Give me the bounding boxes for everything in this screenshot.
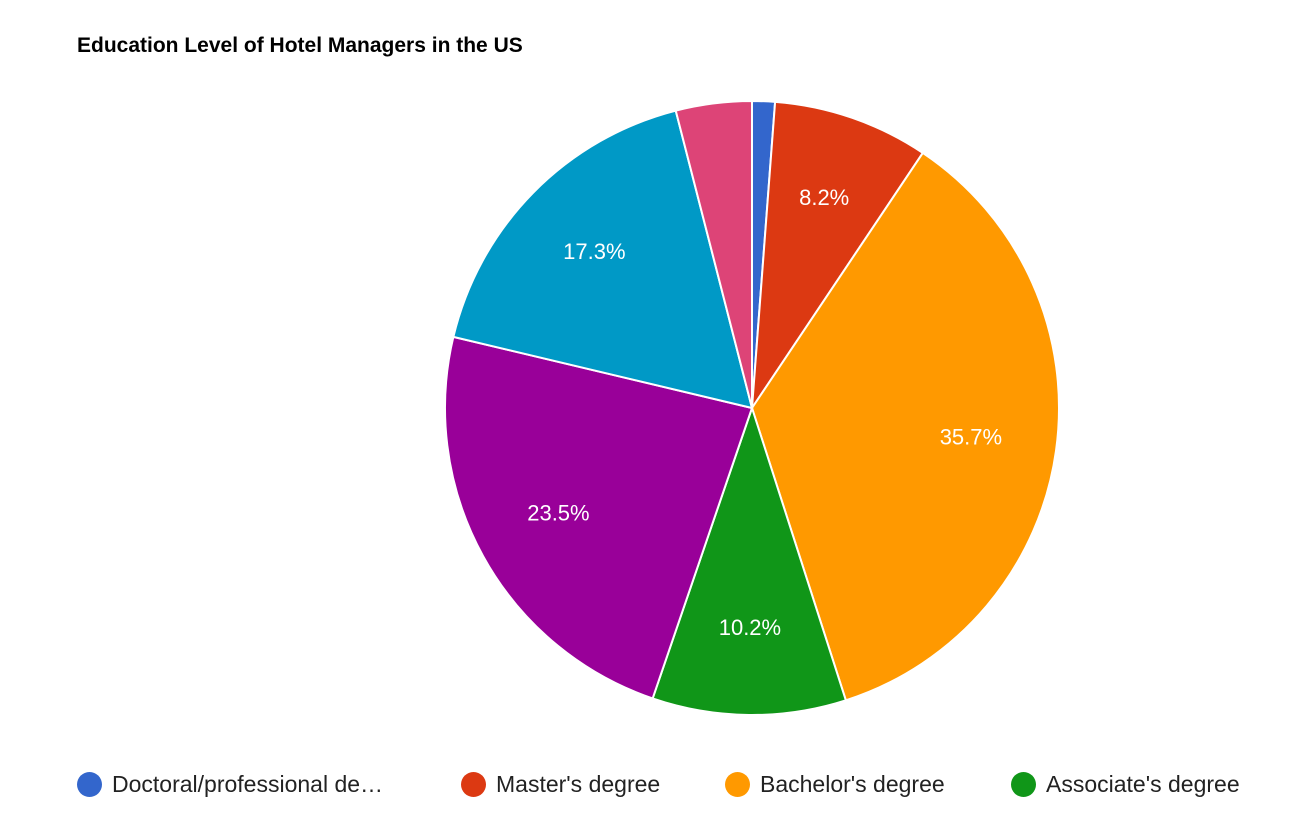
legend-label-bachelors: Bachelor's degree xyxy=(760,770,945,797)
slice-value-label-associates: 10.2% xyxy=(719,615,781,640)
slice-value-label-slice-6: 17.3% xyxy=(563,239,625,264)
slice-value-label-masters: 8.2% xyxy=(799,185,849,210)
chart-title: Education Level of Hotel Managers in the… xyxy=(77,34,523,57)
legend-item-bachelors[interactable]: Bachelor's degree xyxy=(725,768,945,800)
legend-item-doctoral[interactable]: Doctoral/professional de… xyxy=(77,768,383,800)
legend-item-associates[interactable]: Associate's degree xyxy=(1011,768,1240,800)
legend-swatch-doctoral xyxy=(77,771,102,797)
pie-slice-bachelors[interactable] xyxy=(750,151,1060,702)
pie-slice-slice-7[interactable] xyxy=(674,99,753,409)
legend-swatch-associates xyxy=(1011,771,1036,797)
pie-slice-masters[interactable] xyxy=(750,100,925,412)
pie-slice-slice-5[interactable] xyxy=(444,335,754,700)
legend-swatch-bachelors xyxy=(725,771,750,797)
legend-label-masters: Master's degree xyxy=(496,770,661,797)
legend-item-masters[interactable]: Master's degree xyxy=(461,768,660,800)
legend-swatch-masters xyxy=(461,771,486,797)
slice-value-label-slice-5: 23.5% xyxy=(527,501,589,526)
pie-slice-slice-6[interactable] xyxy=(452,109,754,410)
pie-slice-associates[interactable] xyxy=(651,404,848,716)
slice-value-label-bachelors: 35.7% xyxy=(940,425,1002,450)
legend-label-associates: Associate's degree xyxy=(1046,770,1240,797)
legend-label-doctoral: Doctoral/professional de… xyxy=(112,770,384,797)
